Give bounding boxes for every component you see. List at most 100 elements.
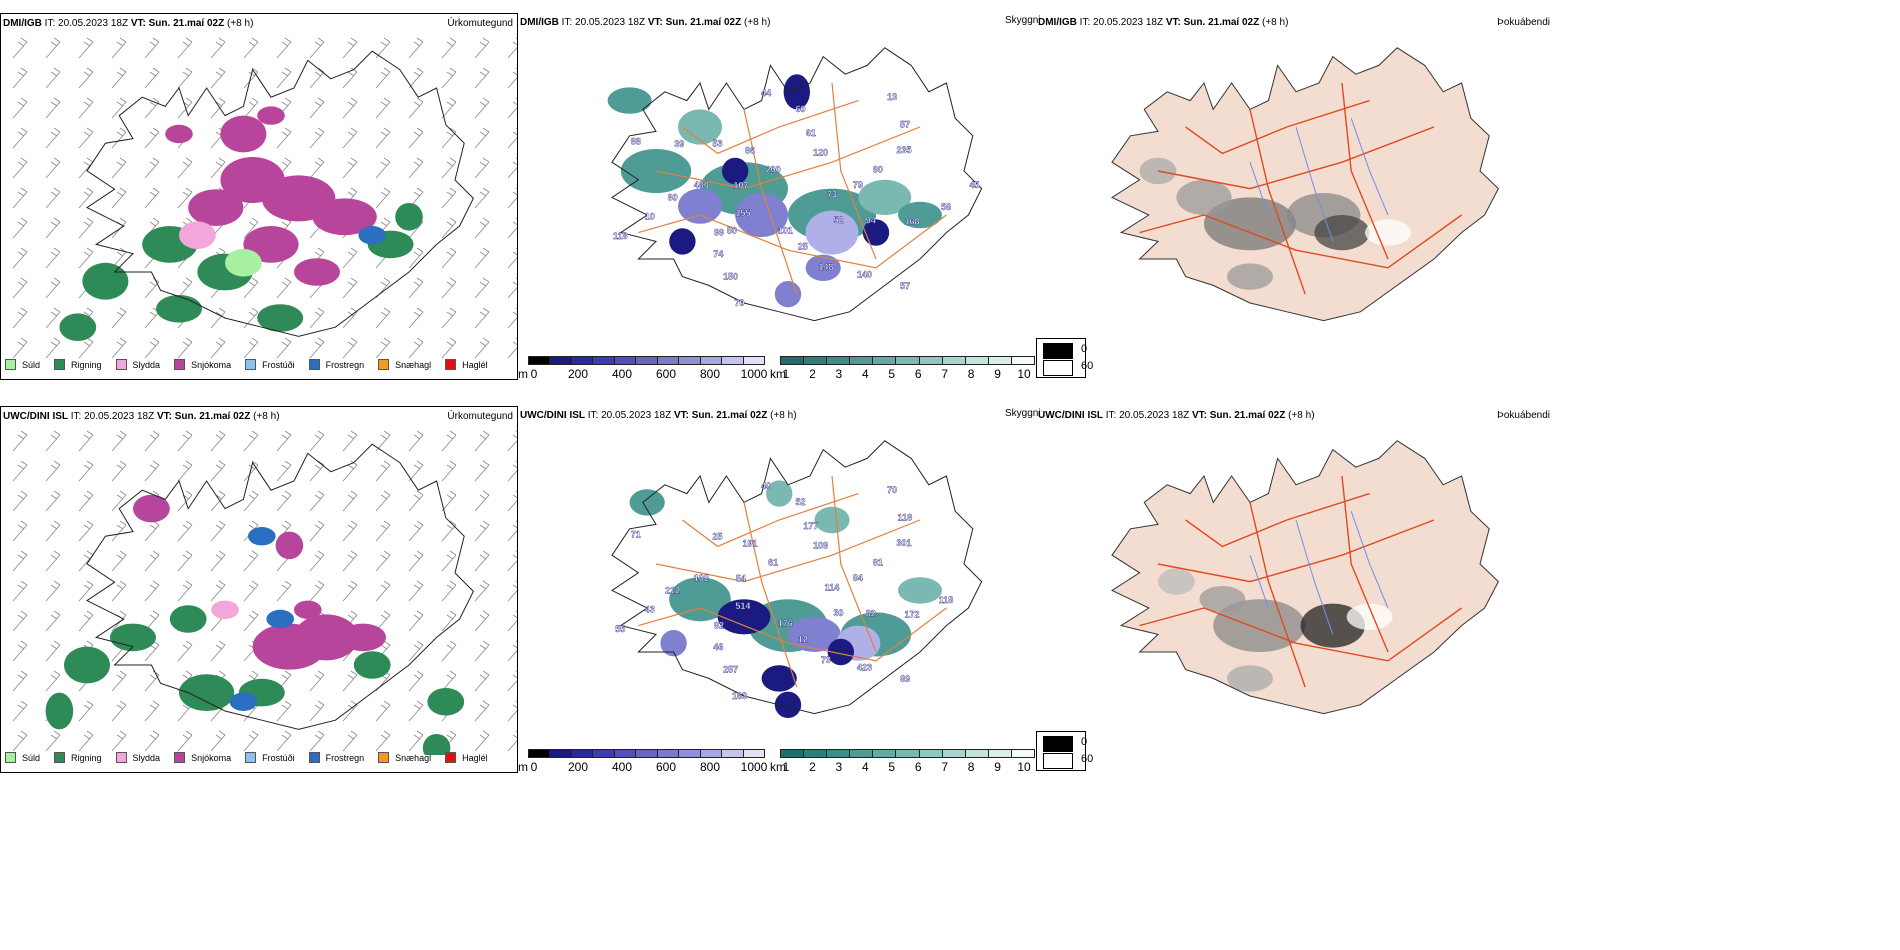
cloud-base-value: 56 <box>941 202 951 212</box>
colorbar-tick-label: 600 <box>655 760 677 774</box>
wind-barb <box>12 640 28 662</box>
wind-barb <box>78 520 94 542</box>
fog-area <box>1346 603 1393 630</box>
colorbar-tick-label: 400 <box>611 367 633 381</box>
wind-barb <box>12 460 28 482</box>
wind-barb <box>45 277 61 299</box>
wind-barb <box>78 730 94 752</box>
river <box>1350 118 1389 216</box>
wind-barb <box>144 337 160 359</box>
wind-barb <box>144 700 160 722</box>
wind-barb <box>243 550 259 572</box>
colorbar-segment <box>987 356 1012 365</box>
colorbar-segment <box>964 356 989 365</box>
fog-area <box>1213 599 1306 652</box>
legend-item: Snjókoma <box>174 752 231 763</box>
coastline <box>86 443 475 730</box>
wind-barb <box>342 307 358 329</box>
wind-barb <box>408 37 424 59</box>
cloud-base-value: 81 <box>873 557 883 567</box>
wind-barb <box>111 580 127 602</box>
wind-barb <box>45 610 61 632</box>
wind-barb <box>441 520 457 542</box>
precip-area <box>257 106 285 125</box>
wind-barb <box>276 337 292 359</box>
wind-barb <box>45 730 61 752</box>
colorbar-segment <box>678 749 701 758</box>
wind-barb <box>474 730 490 752</box>
colorbar-segment <box>528 749 551 758</box>
wind-barb <box>177 187 193 209</box>
colorbar-unit: km <box>770 760 786 774</box>
colorbar-segment <box>742 356 765 365</box>
colorbar-tick-label: 8 <box>967 760 975 774</box>
legend-item: Frostúði <box>245 359 295 370</box>
fog-key-white <box>1043 753 1073 769</box>
precip-map-2 <box>12 430 517 755</box>
cloud-base-value: 44 <box>761 88 771 98</box>
colorbar-tick-label: 6 <box>914 760 922 774</box>
wind-barb <box>177 157 193 179</box>
wind-barb <box>309 520 325 542</box>
wind-barb <box>45 37 61 59</box>
road <box>1157 126 1435 190</box>
cloud-base-value: 46 <box>713 642 723 652</box>
vis-panel-2: UWC/DINI ISL IT: 20.05.2023 18Z VT: Sun.… <box>518 406 1041 774</box>
wind-barb <box>111 187 127 209</box>
road <box>682 493 859 548</box>
road <box>1185 99 1370 155</box>
wind-barb <box>111 670 127 692</box>
wind-barb <box>12 37 28 59</box>
wind-barb <box>408 550 424 572</box>
wind-barb <box>309 307 325 329</box>
cloud-base-value: 120 <box>813 148 828 158</box>
colorbar-tick-label: 5 <box>888 760 896 774</box>
cloud-base-value: 13 <box>887 92 897 102</box>
legend-label: Snjókoma <box>191 752 232 763</box>
wind-barb <box>78 37 94 59</box>
cloud-base-value: 107 <box>733 180 748 190</box>
wind-barb <box>309 580 325 602</box>
fog-map-2 <box>1110 440 1500 715</box>
wind-barb <box>408 730 424 752</box>
wind-barb <box>474 520 490 542</box>
precip-area <box>294 614 359 661</box>
legend-item: Frostregn <box>308 359 364 370</box>
legend-item: Súld <box>5 752 40 763</box>
wind-barb <box>474 217 490 239</box>
cloud-base-value: 150 <box>723 272 738 282</box>
colorbar-tick-label: 3 <box>835 367 843 381</box>
wind-barb <box>507 277 517 299</box>
legend-label: Snæhagl <box>395 752 432 763</box>
wind-barb <box>342 550 358 572</box>
colorbar-segment <box>1010 356 1035 365</box>
wind-barb <box>342 127 358 149</box>
wind-barb <box>45 187 61 209</box>
cloud-base-value: 155 <box>735 208 750 218</box>
wind-barb <box>309 430 325 452</box>
fog-panel-2: UWC/DINI ISL IT: 20.05.2023 18Z VT: Sun.… <box>1036 406 1552 773</box>
wind-barb <box>309 67 325 89</box>
wind-barb <box>12 490 28 512</box>
wind-barb <box>144 127 160 149</box>
visibility-area <box>827 638 854 666</box>
wind-barb <box>441 430 457 452</box>
legend-item: Snæhagl <box>378 752 431 763</box>
wind-barb <box>276 460 292 482</box>
wind-barb <box>375 307 391 329</box>
legend-swatch <box>445 752 457 763</box>
colorbar-segment <box>780 356 805 365</box>
cloud-base-value: 102 <box>694 573 709 583</box>
cloud-base-value: 114 <box>825 582 840 592</box>
colorbar-tick-label: 9 <box>994 760 1001 774</box>
wind-barb <box>309 730 325 752</box>
vis-title-1: DMI/IGB IT: 20.05.2023 18Z VT: Sun. 21.m… <box>520 17 771 28</box>
wind-barb <box>507 490 517 512</box>
wind-barb <box>276 730 292 752</box>
road <box>1249 109 1306 295</box>
legend-swatch <box>115 359 127 370</box>
wind-barb <box>243 277 259 299</box>
wind-barb <box>375 97 391 119</box>
wind-barb <box>12 580 28 602</box>
fog-area <box>1199 586 1246 613</box>
